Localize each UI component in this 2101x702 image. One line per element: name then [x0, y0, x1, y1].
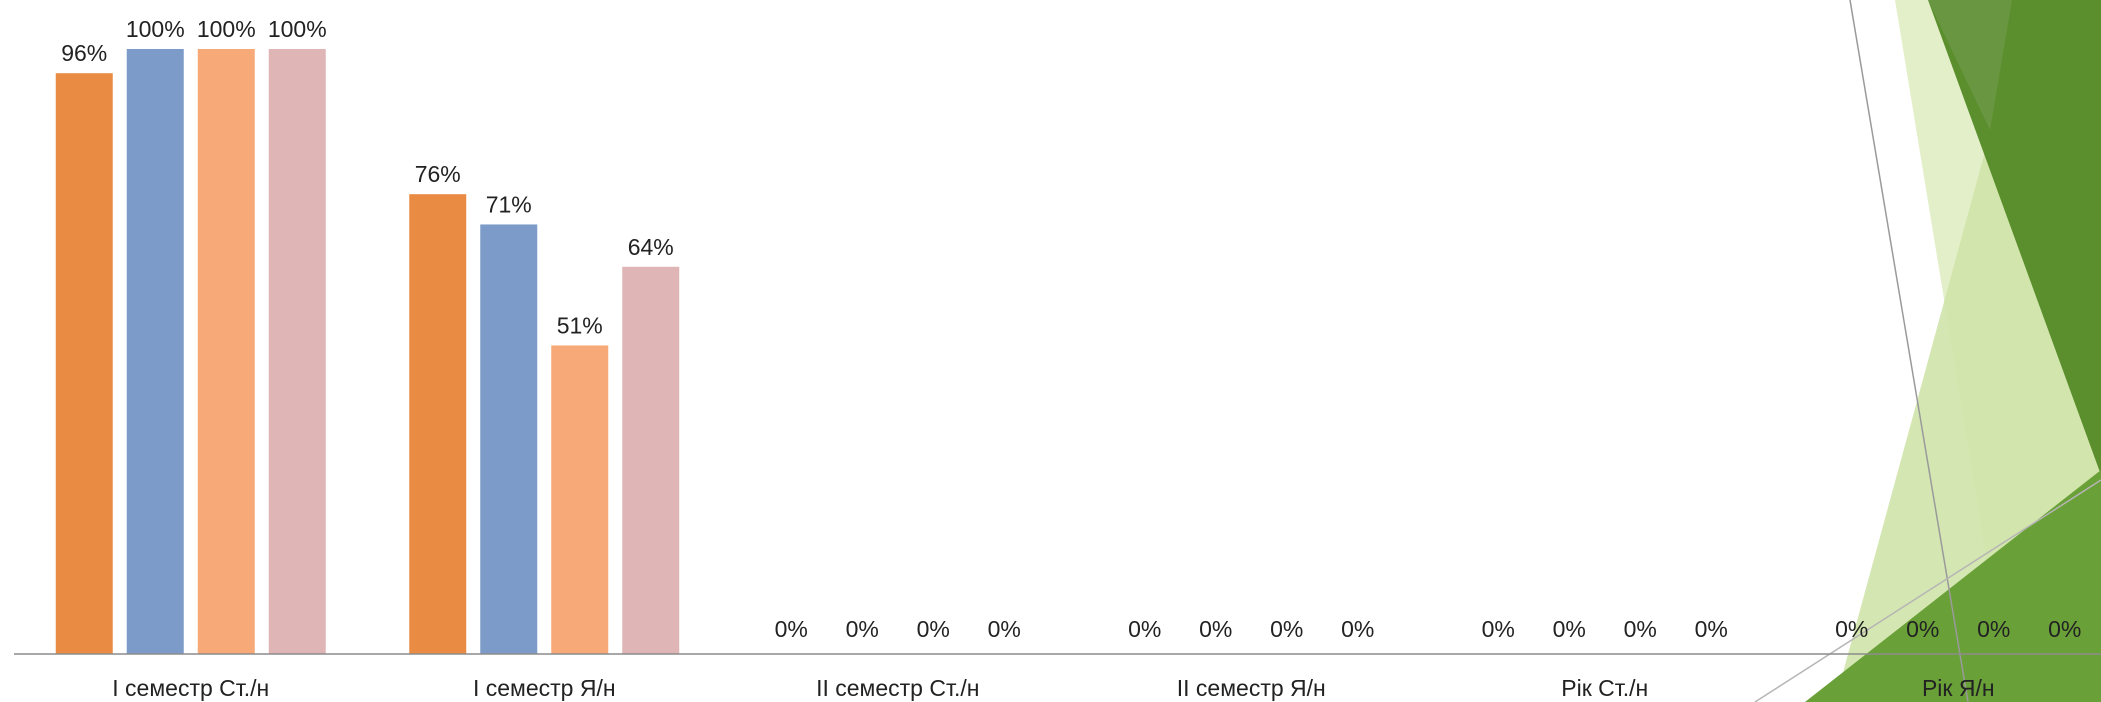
bar-c0-s0	[55, 73, 113, 654]
bar-c0-s1	[126, 49, 184, 654]
category-label-0: І семестр Ст./н	[112, 675, 269, 701]
value-label-c3-s2: 0%	[1270, 616, 1303, 642]
bars-group	[55, 49, 680, 654]
bar-c0-s3	[268, 49, 326, 654]
value-label-c3-s3: 0%	[1341, 616, 1374, 642]
bar-c1-s2	[551, 345, 609, 654]
value-label-c0-s3: 100%	[268, 16, 327, 42]
value-label-c2-s2: 0%	[917, 616, 950, 642]
value-label-c1-s3: 64%	[628, 234, 674, 260]
value-label-c0-s0: 96%	[61, 40, 107, 66]
value-label-c5-s2: 0%	[1977, 616, 2010, 642]
value-label-c4-s0: 0%	[1482, 616, 1515, 642]
value-label-c2-s0: 0%	[775, 616, 808, 642]
value-label-c3-s1: 0%	[1199, 616, 1232, 642]
bar-c1-s1	[480, 224, 538, 654]
bar-c0-s2	[197, 49, 255, 654]
value-label-c4-s3: 0%	[1695, 616, 1728, 642]
value-label-c2-s3: 0%	[988, 616, 1021, 642]
value-label-c4-s1: 0%	[1553, 616, 1586, 642]
category-label-4: Рік Ст./н	[1561, 675, 1648, 701]
category-label-2: ІІ семестр Ст./н	[816, 675, 979, 701]
bar-c1-s3	[622, 266, 680, 654]
value-label-c0-s2: 100%	[197, 16, 256, 42]
category-label-5: Рік Я/н	[1922, 675, 1995, 701]
value-label-c5-s0: 0%	[1835, 616, 1868, 642]
category-label-3: ІІ семестр Я/н	[1177, 675, 1326, 701]
value-label-c1-s1: 71%	[486, 191, 532, 217]
category-label-1: І семестр Я/н	[473, 675, 616, 701]
value-label-c5-s1: 0%	[1906, 616, 1939, 642]
value-label-c1-s0: 76%	[415, 161, 461, 187]
value-label-c5-s3: 0%	[2048, 616, 2081, 642]
value-label-c2-s1: 0%	[846, 616, 879, 642]
bar-c1-s0	[409, 194, 467, 654]
value-label-c4-s2: 0%	[1624, 616, 1657, 642]
category-labels-group: І семестр Ст./н І семестр Я/н ІІ семестр С…	[112, 675, 1994, 701]
value-label-c1-s2: 51%	[557, 312, 603, 338]
value-label-c0-s1: 100%	[126, 16, 185, 42]
value-labels-group: 96% 100% 100% 100% 76% 71% 51% 64% 0% 0% 0% 0% 0% 0% 0…	[61, 16, 2081, 642]
value-label-c3-s0: 0%	[1128, 616, 1161, 642]
